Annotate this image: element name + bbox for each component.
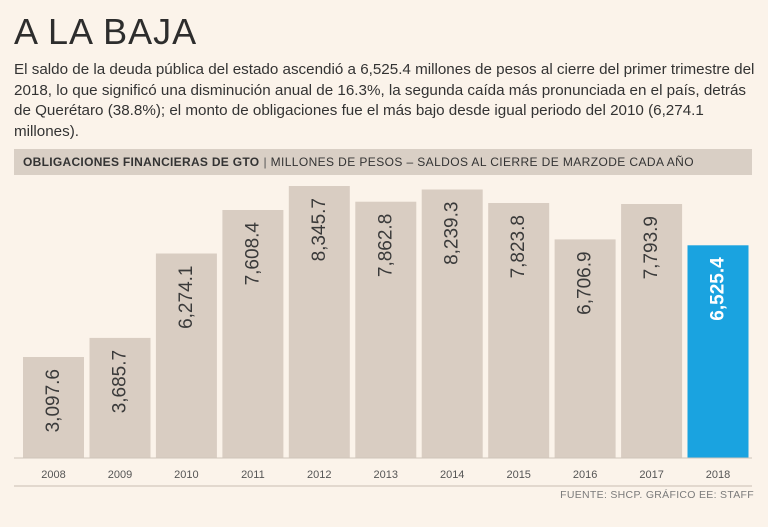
data-label-2017: 7,793.9 [641, 216, 662, 279]
chart-header-bar: OBLIGACIONES FINANCIERAS DE GTO | MILLON… [14, 149, 752, 175]
chart-header-separator: | [263, 155, 267, 169]
source-credit: FUENTE: SHCP. GRÁFICO EE: STAFF [560, 489, 754, 501]
x-tick-label-2013: 2013 [374, 469, 398, 481]
bar-2016 [554, 239, 616, 458]
bar-2018 [687, 245, 749, 458]
data-label-2008: 3,097.6 [43, 369, 64, 432]
bar-2013 [355, 201, 417, 458]
x-tick-label-2014: 2014 [440, 469, 464, 481]
headline: A LA BAJA [14, 11, 198, 52]
bar-2015 [488, 203, 550, 458]
data-label-2011: 7,608.4 [242, 222, 263, 286]
data-label-2012: 8,345.7 [309, 198, 330, 261]
data-label-2009: 3,685.7 [110, 350, 131, 413]
data-label-2016: 6,706.9 [575, 251, 596, 314]
chart-subtitle: MILLONES DE PESOS – SALDOS AL CIERRE DE … [270, 155, 694, 169]
bar-2009 [89, 337, 151, 458]
x-tick-label-2011: 2011 [241, 469, 265, 481]
x-tick-label-2012: 2012 [307, 469, 331, 481]
bar-2012 [288, 186, 350, 458]
x-tick-label-2015: 2015 [506, 469, 530, 481]
x-tick-label-2010: 2010 [174, 469, 198, 481]
data-label-2018: 6,525.4 [708, 257, 729, 321]
bar-2010 [155, 253, 217, 458]
bar-2014 [421, 189, 483, 458]
data-label-2010: 6,274.1 [176, 266, 197, 329]
data-label-2013: 7,862.8 [375, 214, 396, 277]
chart-title: OBLIGACIONES FINANCIERAS DE GTO [23, 155, 260, 169]
x-tick-label-2017: 2017 [639, 469, 663, 481]
x-tick-label-2016: 2016 [573, 469, 597, 481]
x-tick-label-2008: 2008 [41, 469, 65, 481]
data-label-2014: 8,239.3 [442, 202, 463, 265]
bar-2017 [621, 204, 683, 458]
lede-paragraph: El saldo de la deuda pública del estado … [14, 61, 755, 140]
data-label-2015: 7,823.8 [508, 215, 529, 278]
x-tick-label-2009: 2009 [108, 469, 132, 481]
bar-2008 [23, 357, 84, 458]
x-tick-label-2018: 2018 [706, 469, 730, 481]
bar-2011 [222, 210, 284, 458]
